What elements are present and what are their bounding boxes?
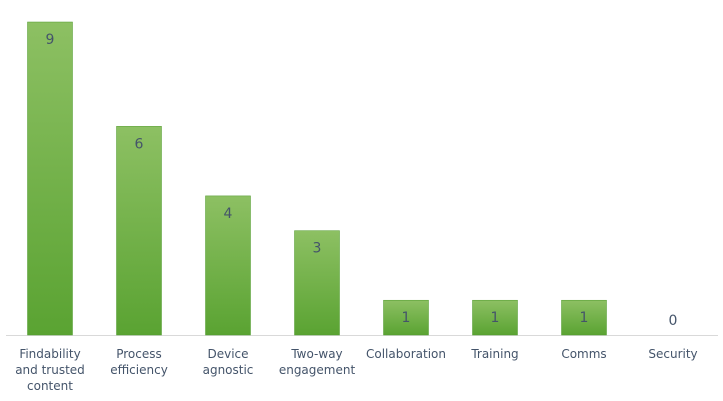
bar-4 <box>383 299 429 336</box>
category-label-0: Findability and trusted content <box>15 347 85 393</box>
bar-2 <box>205 195 251 336</box>
category-label-0-line-2: content <box>27 379 73 393</box>
data-label-4: 1 <box>402 310 411 326</box>
category-label-3: Two-way engagement <box>279 347 356 377</box>
category-labels-group: Findability and trusted content Process effi… <box>15 347 697 393</box>
data-label-2: 4 <box>224 206 233 222</box>
data-label-3: 3 <box>313 241 322 257</box>
bar-3 <box>294 230 340 336</box>
bar-5 <box>472 299 518 336</box>
category-label-6: Comms <box>561 347 606 361</box>
data-label-0: 9 <box>46 32 55 48</box>
bar-1 <box>116 126 162 336</box>
data-label-7: 0 <box>669 313 678 329</box>
data-label-6: 1 <box>580 310 589 326</box>
category-label-2-line-1: agnostic <box>203 363 254 377</box>
category-label-4: Collaboration <box>366 347 446 361</box>
category-label-5-line-0: Training <box>470 347 518 361</box>
data-label-1: 6 <box>135 136 144 152</box>
category-label-7-line-0: Security <box>648 347 697 361</box>
category-label-0-line-0: Findability <box>19 347 80 361</box>
category-label-5: Training <box>470 347 518 361</box>
category-label-3-line-0: Two-way <box>290 347 342 361</box>
category-label-1: Process efficiency <box>110 347 168 377</box>
category-label-2: Device agnostic <box>203 347 254 377</box>
category-label-7: Security <box>648 347 697 361</box>
bar-6 <box>561 299 607 336</box>
category-label-2-line-0: Device <box>207 347 248 361</box>
category-label-1-line-0: Process <box>116 347 162 361</box>
category-label-4-line-0: Collaboration <box>366 347 446 361</box>
category-label-3-line-1: engagement <box>279 363 356 377</box>
data-labels-group: 9 6 4 3 1 1 1 0 <box>46 32 678 329</box>
data-label-5: 1 <box>491 310 500 326</box>
category-label-6-line-0: Comms <box>561 347 606 361</box>
bar-0 <box>27 21 73 336</box>
category-label-0-line-1: and trusted <box>15 363 85 377</box>
category-label-1-line-1: efficiency <box>110 363 168 377</box>
bars-group <box>27 21 607 336</box>
